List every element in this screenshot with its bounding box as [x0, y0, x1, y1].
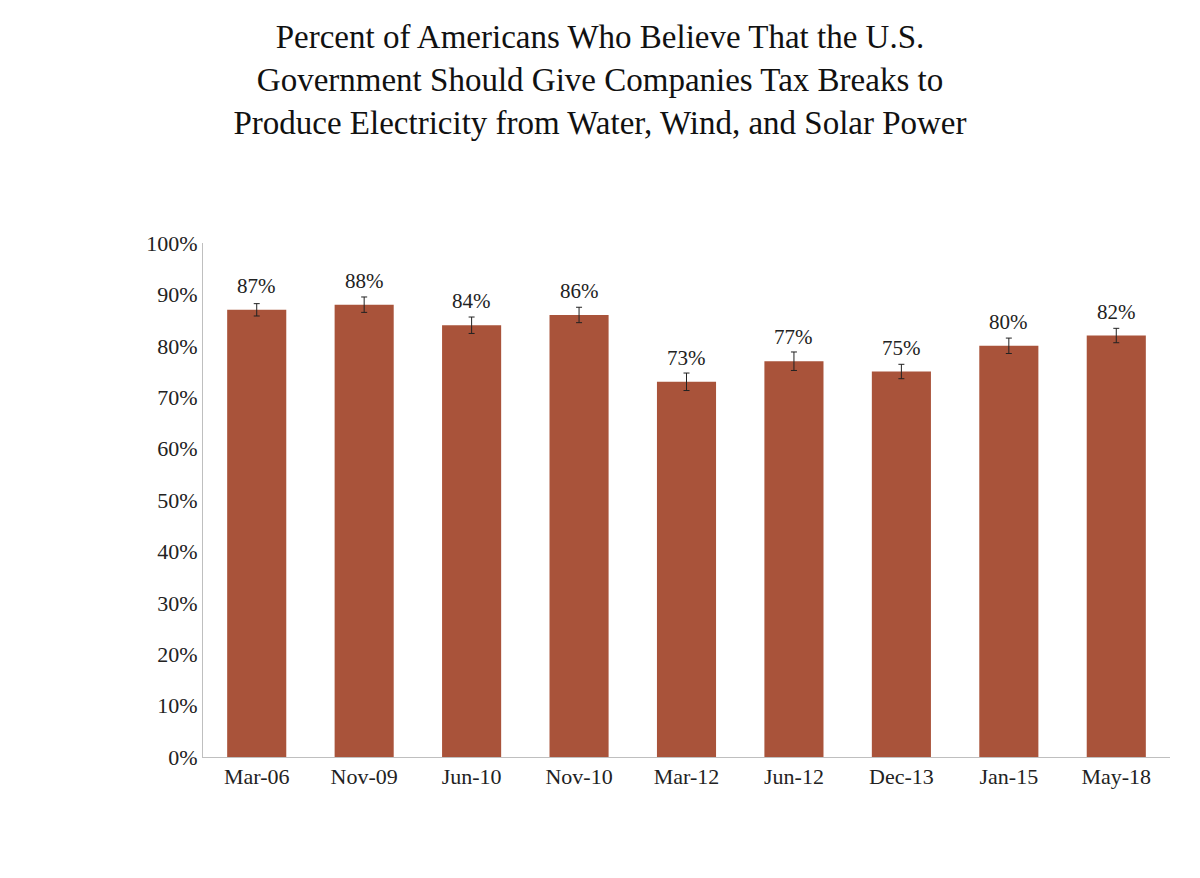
svg-text:82%: 82% [1097, 300, 1136, 324]
svg-text:10%: 10% [157, 693, 197, 718]
svg-text:100%: 100% [146, 231, 197, 256]
svg-text:73%: 73% [667, 346, 706, 370]
svg-text:80%: 80% [157, 334, 197, 359]
svg-text:75%: 75% [882, 336, 921, 360]
svg-text:86%: 86% [560, 279, 599, 303]
svg-text:40%: 40% [157, 539, 197, 564]
svg-text:90%: 90% [157, 282, 197, 307]
svg-text:87%: 87% [237, 274, 276, 298]
svg-text:70%: 70% [157, 385, 197, 410]
svg-text:0%: 0% [168, 745, 197, 770]
svg-text:Nov-10: Nov-10 [545, 764, 612, 789]
svg-text:77%: 77% [774, 325, 813, 349]
svg-text:Mar-12: Mar-12 [654, 764, 720, 789]
svg-text:50%: 50% [157, 488, 197, 513]
svg-text:Mar-06: Mar-06 [224, 764, 290, 789]
svg-text:Jan-15: Jan-15 [980, 764, 1039, 789]
svg-text:Dec-13: Dec-13 [869, 764, 934, 789]
svg-text:Nov-09: Nov-09 [331, 764, 398, 789]
svg-text:30%: 30% [157, 591, 197, 616]
svg-text:Percent of Americans Who Belie: Percent of Americans Who Believe That th… [233, 19, 966, 141]
svg-text:60%: 60% [157, 436, 197, 461]
svg-text:84%: 84% [452, 289, 491, 313]
svg-text:Jun-12: Jun-12 [764, 764, 824, 789]
svg-text:Jun-10: Jun-10 [442, 764, 502, 789]
svg-text:80%: 80% [989, 310, 1028, 334]
svg-text:20%: 20% [157, 642, 197, 667]
svg-text:88%: 88% [345, 269, 384, 293]
svg-text:May-18: May-18 [1081, 764, 1151, 789]
